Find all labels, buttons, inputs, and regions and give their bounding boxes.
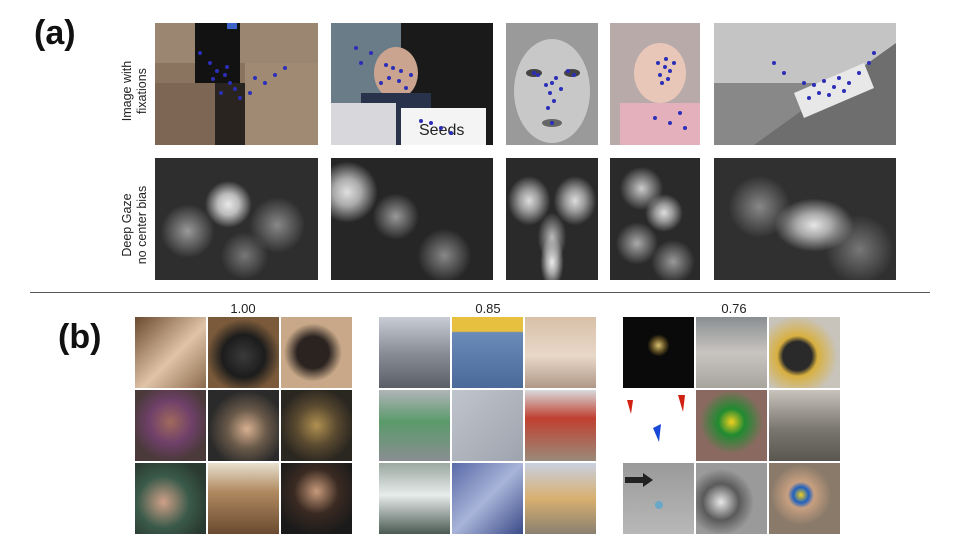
fixation-image-face <box>506 23 598 145</box>
grid2-tile <box>525 317 596 388</box>
group-score-2: 0.85 <box>475 301 501 316</box>
grid1-tile <box>281 390 352 461</box>
grid1-tile <box>208 463 279 534</box>
grid2-tile <box>379 317 450 388</box>
grid3-tile <box>623 317 694 388</box>
grid1-tile <box>281 317 352 388</box>
grid1-tile <box>208 317 279 388</box>
grid3-tile <box>623 390 694 461</box>
grid2-tile <box>452 463 523 534</box>
fixation-image-baby <box>610 23 700 145</box>
panel-a-label: (a) <box>34 14 76 52</box>
grid2-tile <box>525 390 596 461</box>
grid3-tile <box>623 463 694 534</box>
fixation-image-sign <box>714 23 896 145</box>
group-score-3: 0.76 <box>721 301 747 316</box>
panel-divider <box>30 292 930 293</box>
grid2-tile <box>379 463 450 534</box>
grid2-tile <box>525 463 596 534</box>
grid1-tile <box>135 390 206 461</box>
saliency-map-sign <box>714 158 896 280</box>
saliency-map-speaker <box>331 158 493 280</box>
grid3-tile <box>696 390 767 461</box>
fixation-image-speaker: Seeds <box>331 23 493 145</box>
panel-b-label: (b) <box>58 318 102 356</box>
grid3-tile <box>696 463 767 534</box>
fixation-image-wall <box>155 23 318 145</box>
row-label-fixations-line1: Image with <box>120 60 134 122</box>
saliency-map-face <box>506 158 598 280</box>
row-label-deepgaze: Deep Gaze no center bias <box>120 160 150 290</box>
group-score-1: 1.00 <box>230 301 256 316</box>
grid3-tile <box>769 463 840 534</box>
row-label-deepgaze-line1: Deep Gaze <box>120 193 134 257</box>
grid3-tile <box>769 317 840 388</box>
grid2-tile <box>452 390 523 461</box>
grid1-tile <box>281 463 352 534</box>
grid2-tile <box>379 390 450 461</box>
saliency-map-wall <box>155 158 318 280</box>
grid1-tile <box>208 390 279 461</box>
row-label-fixations-line2: fixations <box>135 68 149 114</box>
grid1-tile <box>135 463 206 534</box>
row-label-deepgaze-line2: no center bias <box>135 185 149 265</box>
saliency-map-baby <box>610 158 700 280</box>
grid3-tile <box>769 390 840 461</box>
grid2-tile <box>452 317 523 388</box>
svg-text:Seeds: Seeds <box>419 122 464 139</box>
grid1-tile <box>135 317 206 388</box>
row-label-fixations: Image with fixations <box>120 26 150 156</box>
grid3-tile <box>696 317 767 388</box>
